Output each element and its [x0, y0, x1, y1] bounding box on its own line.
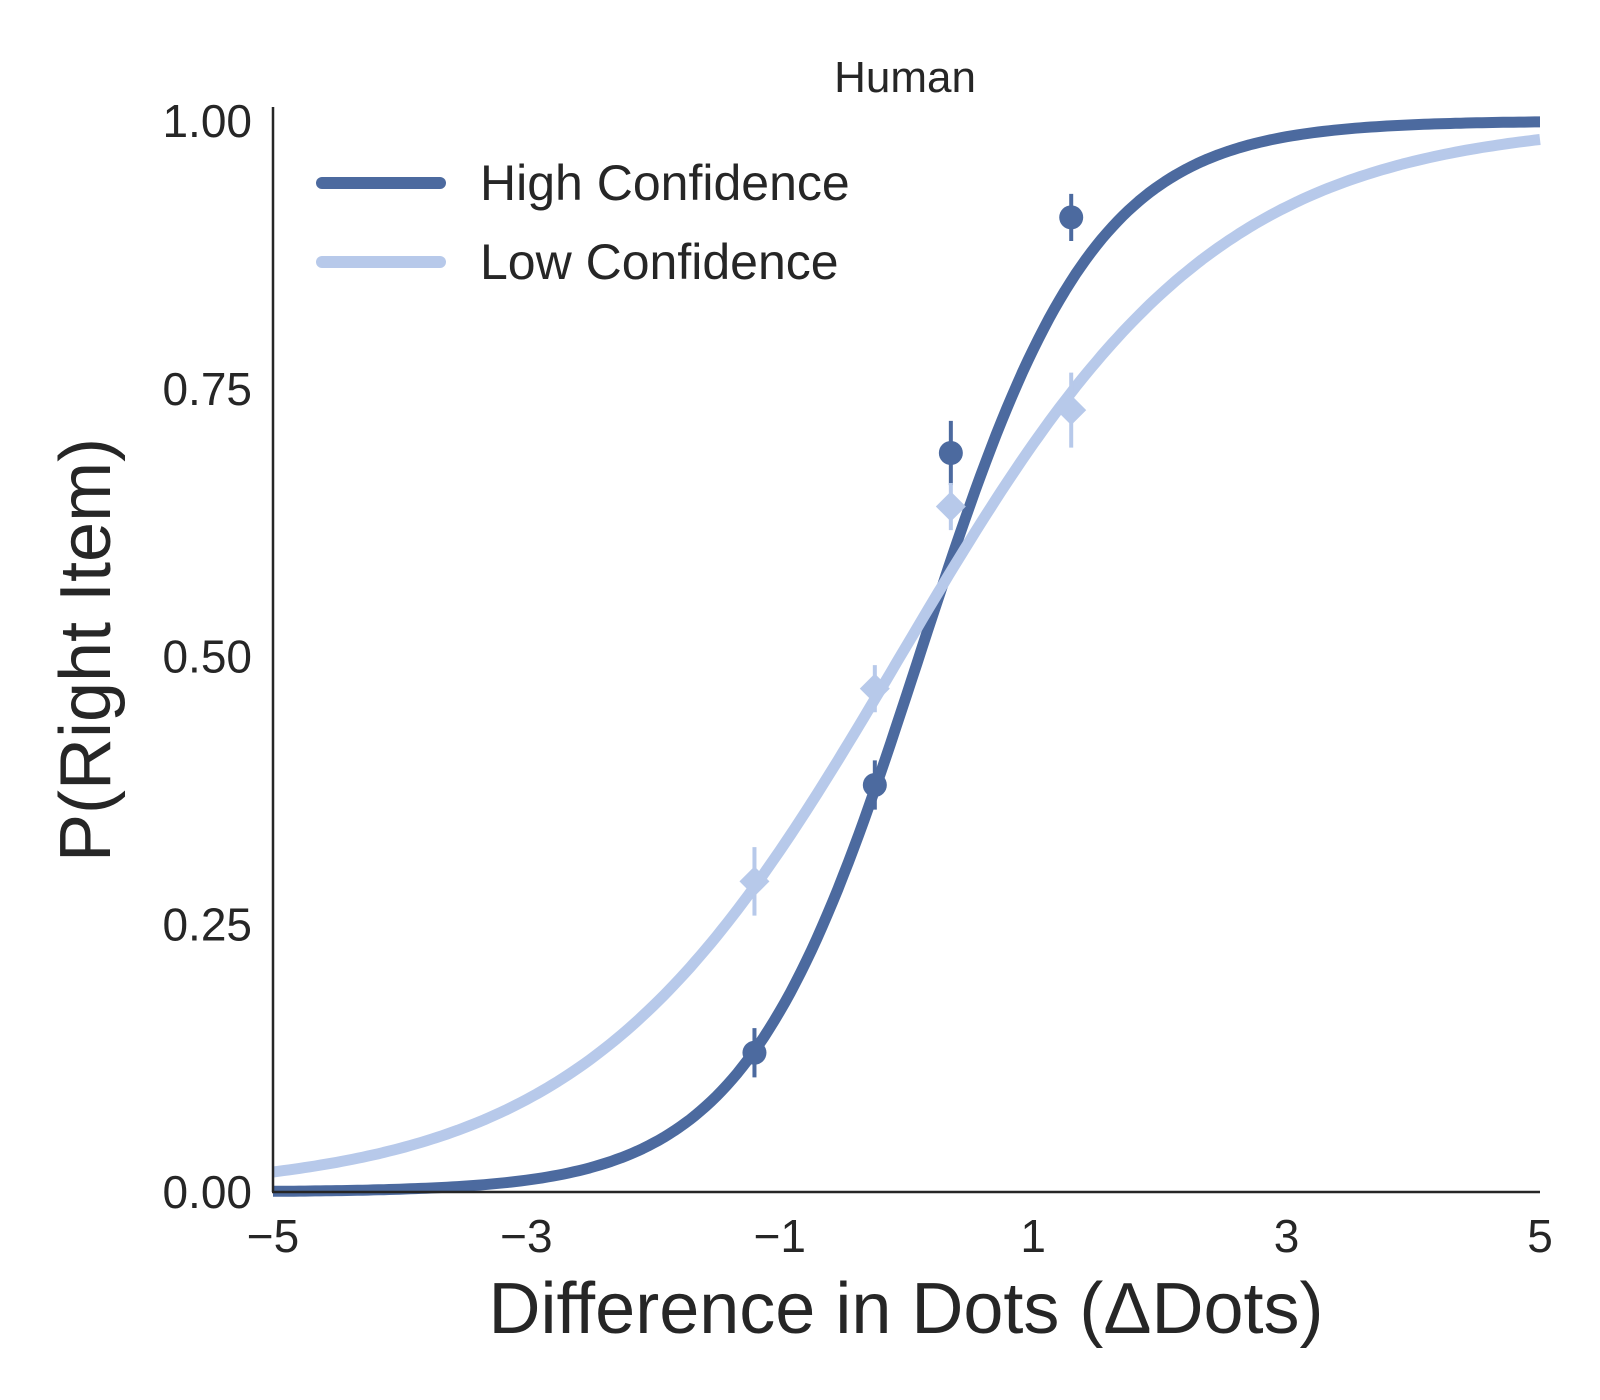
x-tick-label: −1: [754, 1210, 806, 1262]
data-point-low-confidence: [935, 491, 966, 522]
chart-title: Human: [834, 53, 976, 102]
data-point-low-confidence: [1056, 395, 1087, 426]
data-point-high-confidence: [938, 441, 963, 466]
y-axis-title: P(Right Item): [46, 438, 126, 862]
data-markers: [739, 193, 1087, 1078]
y-tick-label: 0.25: [162, 898, 252, 950]
x-tick-label: 3: [1274, 1210, 1300, 1262]
data-point-high-confidence: [1059, 205, 1084, 230]
legend-label-low-confidence: Low Confidence: [480, 234, 839, 290]
legend: High Confidence Low Confidence: [316, 155, 850, 290]
legend-item-high-confidence: High Confidence: [316, 155, 850, 211]
data-point-low-confidence: [859, 673, 890, 704]
data-point-high-confidence: [742, 1040, 767, 1065]
y-tick-label: 0.50: [162, 631, 252, 683]
y-tick-labels: 0.00 0.25 0.50 0.75 1.00: [162, 95, 252, 1218]
x-tick-labels: −5 −3 −1 1 3 5: [247, 1210, 1553, 1262]
x-axis-title: Difference in Dots (ΔDots): [488, 1269, 1323, 1349]
x-tick-label: 1: [1020, 1210, 1046, 1262]
legend-item-low-confidence: Low Confidence: [316, 234, 839, 290]
x-tick-label: 5: [1527, 1210, 1553, 1262]
x-tick-label: −5: [247, 1210, 299, 1262]
legend-label-high-confidence: High Confidence: [480, 155, 850, 211]
y-tick-label: 1.00: [162, 95, 252, 147]
y-tick-label: 0.75: [162, 363, 252, 415]
data-point-high-confidence: [862, 773, 887, 798]
fit-curve-high-confidence: [272, 116, 1541, 1197]
x-tick-label: −3: [500, 1210, 552, 1262]
y-tick-label: 0.00: [162, 1166, 252, 1218]
fit-curves: [272, 116, 1541, 1197]
data-point-low-confidence: [739, 866, 770, 897]
fit-curve-low-confidence: [272, 134, 1541, 1178]
